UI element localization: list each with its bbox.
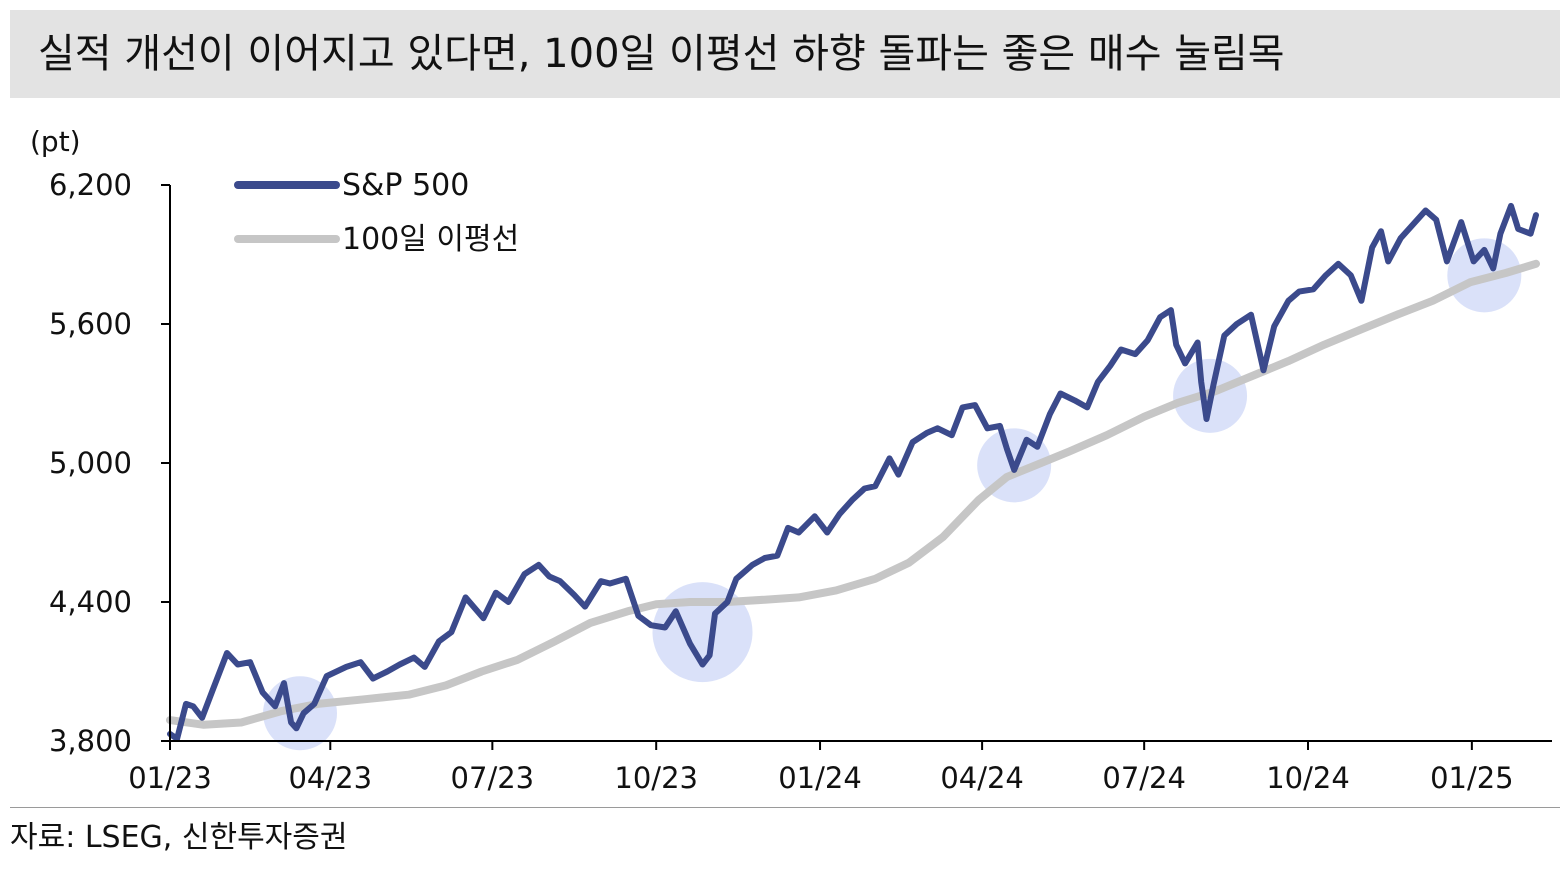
y-tick-label: 4,400 <box>49 585 132 619</box>
x-tick-label: 01/24 <box>778 761 862 795</box>
title-bar: 실적 개선이 이어지고 있다면, 100일 이평선 하향 돌파는 좋은 매수 눌… <box>10 10 1560 98</box>
source-divider <box>10 807 1560 808</box>
x-tick-label: 04/24 <box>940 761 1024 795</box>
chart-title: 실적 개선이 이어지고 있다면, 100일 이평선 하향 돌파는 좋은 매수 눌… <box>38 31 1285 77</box>
x-tick-label: 07/24 <box>1102 761 1186 795</box>
legend-label-ma100: 100일 이평선 <box>342 222 519 257</box>
highlight-circles <box>263 238 1522 751</box>
x-tick-label: 04/23 <box>288 761 372 795</box>
y-tick-label: 5,000 <box>49 446 132 480</box>
x-tick-label: 01/25 <box>1430 761 1514 795</box>
x-tick-label: 10/24 <box>1266 761 1350 795</box>
source-note: 자료: LSEG, 신한투자증권 <box>10 820 348 855</box>
x-tick-label: 01/23 <box>128 761 212 795</box>
series-line-sp500 <box>167 202 1539 742</box>
y-tick-labels: 3,800 4,400 5,000 5,600 6,200 <box>49 168 132 758</box>
y-tick-label: 3,800 <box>49 724 132 758</box>
y-tick-label: 5,600 <box>49 307 132 341</box>
y-axis-unit: (pt) <box>30 125 81 158</box>
x-tick-label: 07/23 <box>451 761 535 795</box>
x-tick-label: 10/23 <box>614 761 698 795</box>
series-lines <box>166 202 1540 742</box>
legend-label-sp500: S&P 500 <box>342 168 469 203</box>
axes <box>161 184 1552 750</box>
series-line-ma100 <box>166 259 1540 729</box>
x-tick-labels: 01/23 04/23 07/23 10/23 01/24 04/24 07/24 10/24… <box>128 761 1513 795</box>
y-tick-label: 6,200 <box>49 168 132 202</box>
highlight-circle-1 <box>652 582 753 683</box>
legend: S&P 500 100일 이평선 <box>234 168 519 257</box>
